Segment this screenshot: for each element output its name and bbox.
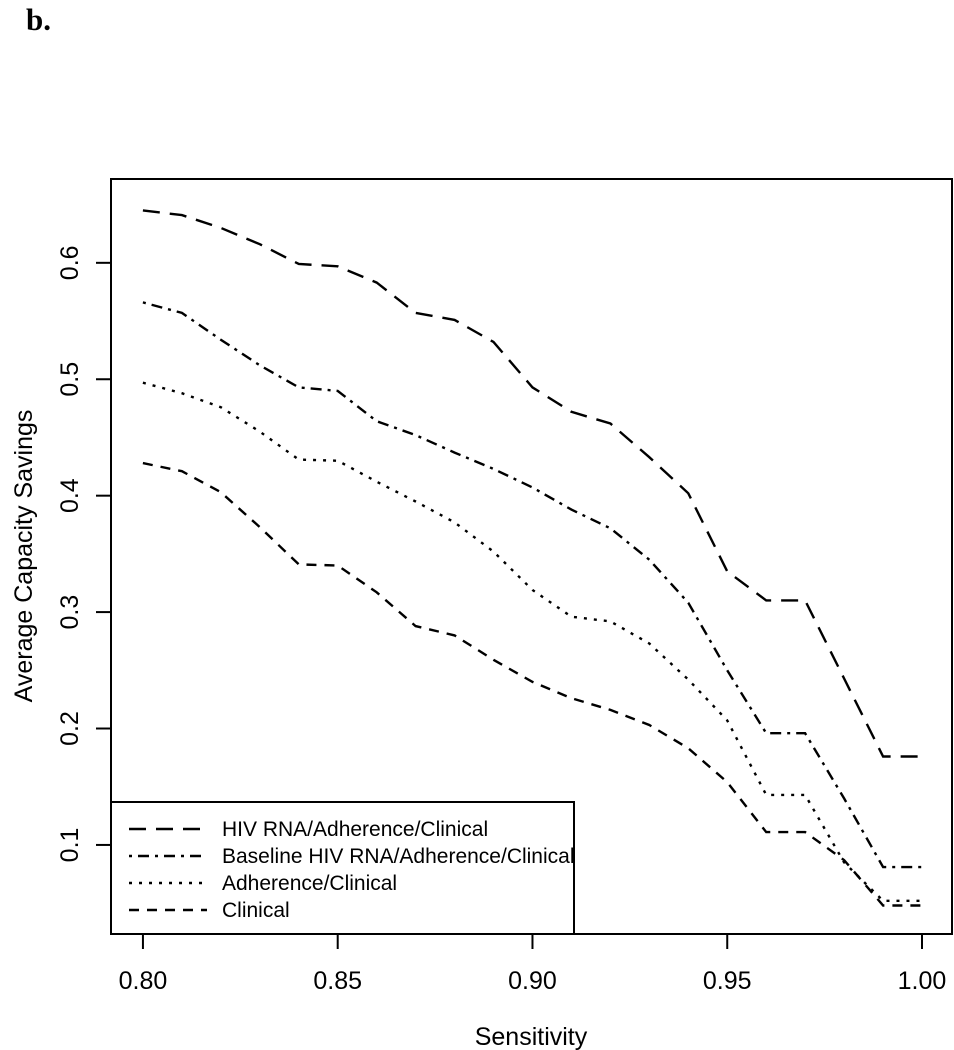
series-line-dashdot [142, 301, 922, 869]
y-tick-label: 0.1 [56, 828, 84, 863]
x-tick-label: 0.85 [313, 967, 362, 995]
legend-label: Baseline HIV RNA/Adherence/Clinical [222, 845, 575, 868]
x-tick-label: 0.90 [508, 967, 557, 995]
plot-content: 0.80 0.85 0.90 0.95 1.00 0.1 0.2 0.3 0.4 0.5 0.6 HI… [56, 209, 947, 995]
legend-label: Adherence/Clinical [222, 872, 397, 895]
y-tick-label: 0.3 [56, 595, 84, 630]
x-axis-title: Sensitivity [475, 1023, 588, 1050]
series-line-dotted [142, 381, 922, 902]
y-tick-label: 0.6 [56, 245, 84, 280]
series-line-longdash [142, 209, 922, 758]
panel-label: b. [26, 2, 51, 37]
y-tick-label: 0.5 [56, 362, 84, 397]
legend-label: HIV RNA/Adherence/Clinical [222, 818, 488, 841]
y-tick-label: 0.4 [56, 478, 84, 513]
x-tick-label: 0.95 [703, 967, 752, 995]
x-tick-label: 1.00 [898, 967, 947, 995]
y-tick-label: 0.2 [56, 711, 84, 746]
y-axis-title: Average Capacity Savings [10, 410, 38, 703]
x-tick-label: 0.80 [119, 967, 168, 995]
legend-box [110, 801, 575, 935]
legend-label: Clinical [222, 899, 290, 922]
series-line-dashed [142, 461, 922, 907]
